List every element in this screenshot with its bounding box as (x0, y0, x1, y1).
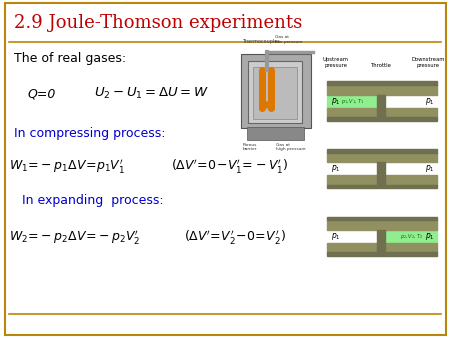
Text: $p_1$: $p_1$ (425, 231, 435, 242)
Text: 2.9 Joule-Thomson experiments: 2.9 Joule-Thomson experiments (14, 14, 302, 31)
Bar (327, 243, 437, 252)
Text: $p_1$: $p_1$ (331, 163, 341, 174)
Text: Upstream
pressure: Upstream pressure (323, 57, 349, 68)
Bar (327, 95, 378, 107)
Text: In compressing process:: In compressing process: (14, 127, 165, 140)
Text: $U_2-U_1=\Delta U=W$: $U_2-U_1=\Delta U=W$ (94, 86, 209, 101)
Text: $p_1$: $p_1$ (331, 231, 341, 242)
Text: $p_2,V_2,T_2$: $p_2,V_2,T_2$ (400, 232, 423, 241)
Bar (378, 162, 385, 185)
Text: The of real gases:: The of real gases: (14, 52, 126, 65)
Text: $(\Delta V^{\prime}\!=\!V_2^{\prime}\!-\!0\!=\!V_2^{\prime})$: $(\Delta V^{\prime}\!=\!V_2^{\prime}\!-\… (184, 228, 287, 246)
Bar (327, 185, 437, 189)
Text: Downstream
pressure: Downstream pressure (411, 57, 445, 68)
FancyBboxPatch shape (248, 61, 302, 123)
Text: Throttle: Throttle (371, 63, 392, 68)
FancyBboxPatch shape (4, 3, 446, 335)
Bar (327, 149, 437, 153)
Bar (327, 107, 437, 117)
Text: Gas at
low pressure: Gas at low pressure (275, 35, 303, 44)
Text: $W_2\!=\!-p_2\Delta V\!=\!-p_2V_2^{\prime}$: $W_2\!=\!-p_2\Delta V\!=\!-p_2V_2^{\prim… (9, 228, 140, 246)
Bar (378, 95, 385, 117)
Bar (378, 230, 385, 252)
FancyBboxPatch shape (241, 54, 310, 128)
Text: $p_1$: $p_1$ (425, 163, 435, 174)
Bar (327, 85, 437, 95)
Text: $p_1$: $p_1$ (331, 96, 341, 106)
Bar (327, 252, 437, 256)
Text: Thermocouples: Thermocouples (242, 39, 280, 44)
Text: In expanding  process:: In expanding process: (22, 194, 164, 207)
Text: Porous
barrier: Porous barrier (243, 143, 257, 151)
Bar (327, 217, 437, 220)
Bar (385, 230, 437, 243)
Text: $p_1$: $p_1$ (425, 96, 435, 106)
Text: Q=0: Q=0 (27, 88, 55, 101)
Bar (327, 117, 437, 121)
Bar (327, 153, 437, 162)
FancyBboxPatch shape (253, 67, 297, 119)
Bar (327, 81, 437, 85)
Text: $(\Delta V^{\prime}\!=\!0\!-\!V_1^{\prime}\!=\!-V_1^{\prime})$: $(\Delta V^{\prime}\!=\!0\!-\!V_1^{\prim… (171, 157, 288, 175)
Bar (327, 220, 437, 230)
Text: Gas at
high pressure: Gas at high pressure (276, 143, 306, 151)
Bar (327, 175, 437, 185)
FancyBboxPatch shape (247, 127, 304, 140)
Text: $p_1,V_1,T_1$: $p_1,V_1,T_1$ (341, 97, 364, 105)
Text: $W_1\!=\!-p_1\Delta V\!=\!p_1V_1^{\prime}$: $W_1\!=\!-p_1\Delta V\!=\!p_1V_1^{\prime… (9, 157, 125, 175)
